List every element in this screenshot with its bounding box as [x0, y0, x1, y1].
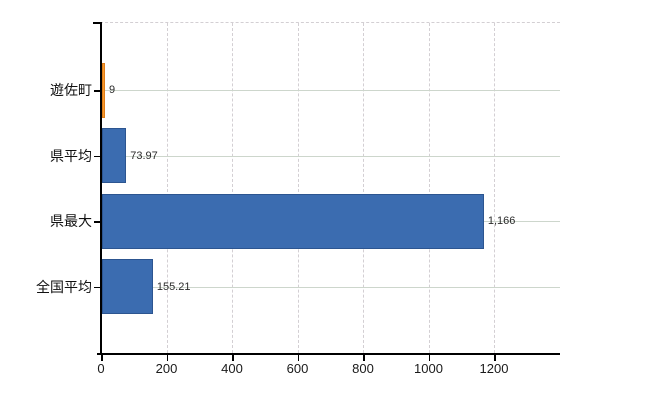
category-label: 県平均: [50, 147, 92, 164]
y-axis-tick: [94, 286, 100, 289]
category-gridline: [102, 286, 560, 288]
bar: [102, 62, 105, 118]
x-gridline: [297, 23, 299, 353]
y-axis-tick: [94, 155, 100, 158]
x-gridline: [166, 23, 168, 353]
x-gridline: [363, 23, 364, 353]
x-axis-tick: [101, 355, 103, 361]
x-gridline: [494, 23, 495, 353]
x-axis-tick: [363, 355, 365, 361]
y-axis-tick: [94, 221, 100, 223]
x-axis-tick: [494, 355, 496, 361]
bar-value-label: 73.97: [130, 149, 158, 162]
category-label: 遊佐町: [50, 82, 92, 98]
x-axis-tick: [232, 355, 234, 361]
x-tick-label: 400: [221, 361, 243, 376]
y-axis: [100, 22, 102, 353]
bar-value-label: 1,166: [487, 215, 516, 228]
x-axis-tick: [297, 355, 299, 361]
x-tick-label: 0: [97, 361, 105, 376]
y-axis-tick: [94, 90, 100, 92]
y-axis-top-tick: [93, 22, 101, 24]
plot-top-gridline: [100, 22, 560, 23]
category-gridline: [102, 155, 560, 157]
bar: [102, 259, 153, 315]
bar: [102, 193, 484, 249]
bar: [102, 128, 127, 184]
x-tick-label: 1200: [479, 361, 509, 376]
x-tick-label: 800: [352, 361, 374, 376]
bar-value-label: 155.21: [156, 280, 191, 293]
x-tick-label: 600: [286, 361, 309, 376]
x-gridline: [428, 23, 430, 353]
x-axis-tick: [166, 355, 168, 361]
category-label: 全国平均: [36, 278, 92, 295]
bar-value-label: 9: [109, 84, 116, 96]
x-tick-label: 200: [155, 361, 178, 376]
x-tick-label: 1000: [414, 361, 443, 376]
category-gridline: [102, 90, 560, 91]
category-label: 県最大: [50, 213, 92, 230]
x-axis-tick: [428, 355, 430, 361]
x-gridline: [232, 23, 233, 353]
x-axis: [97, 353, 560, 355]
